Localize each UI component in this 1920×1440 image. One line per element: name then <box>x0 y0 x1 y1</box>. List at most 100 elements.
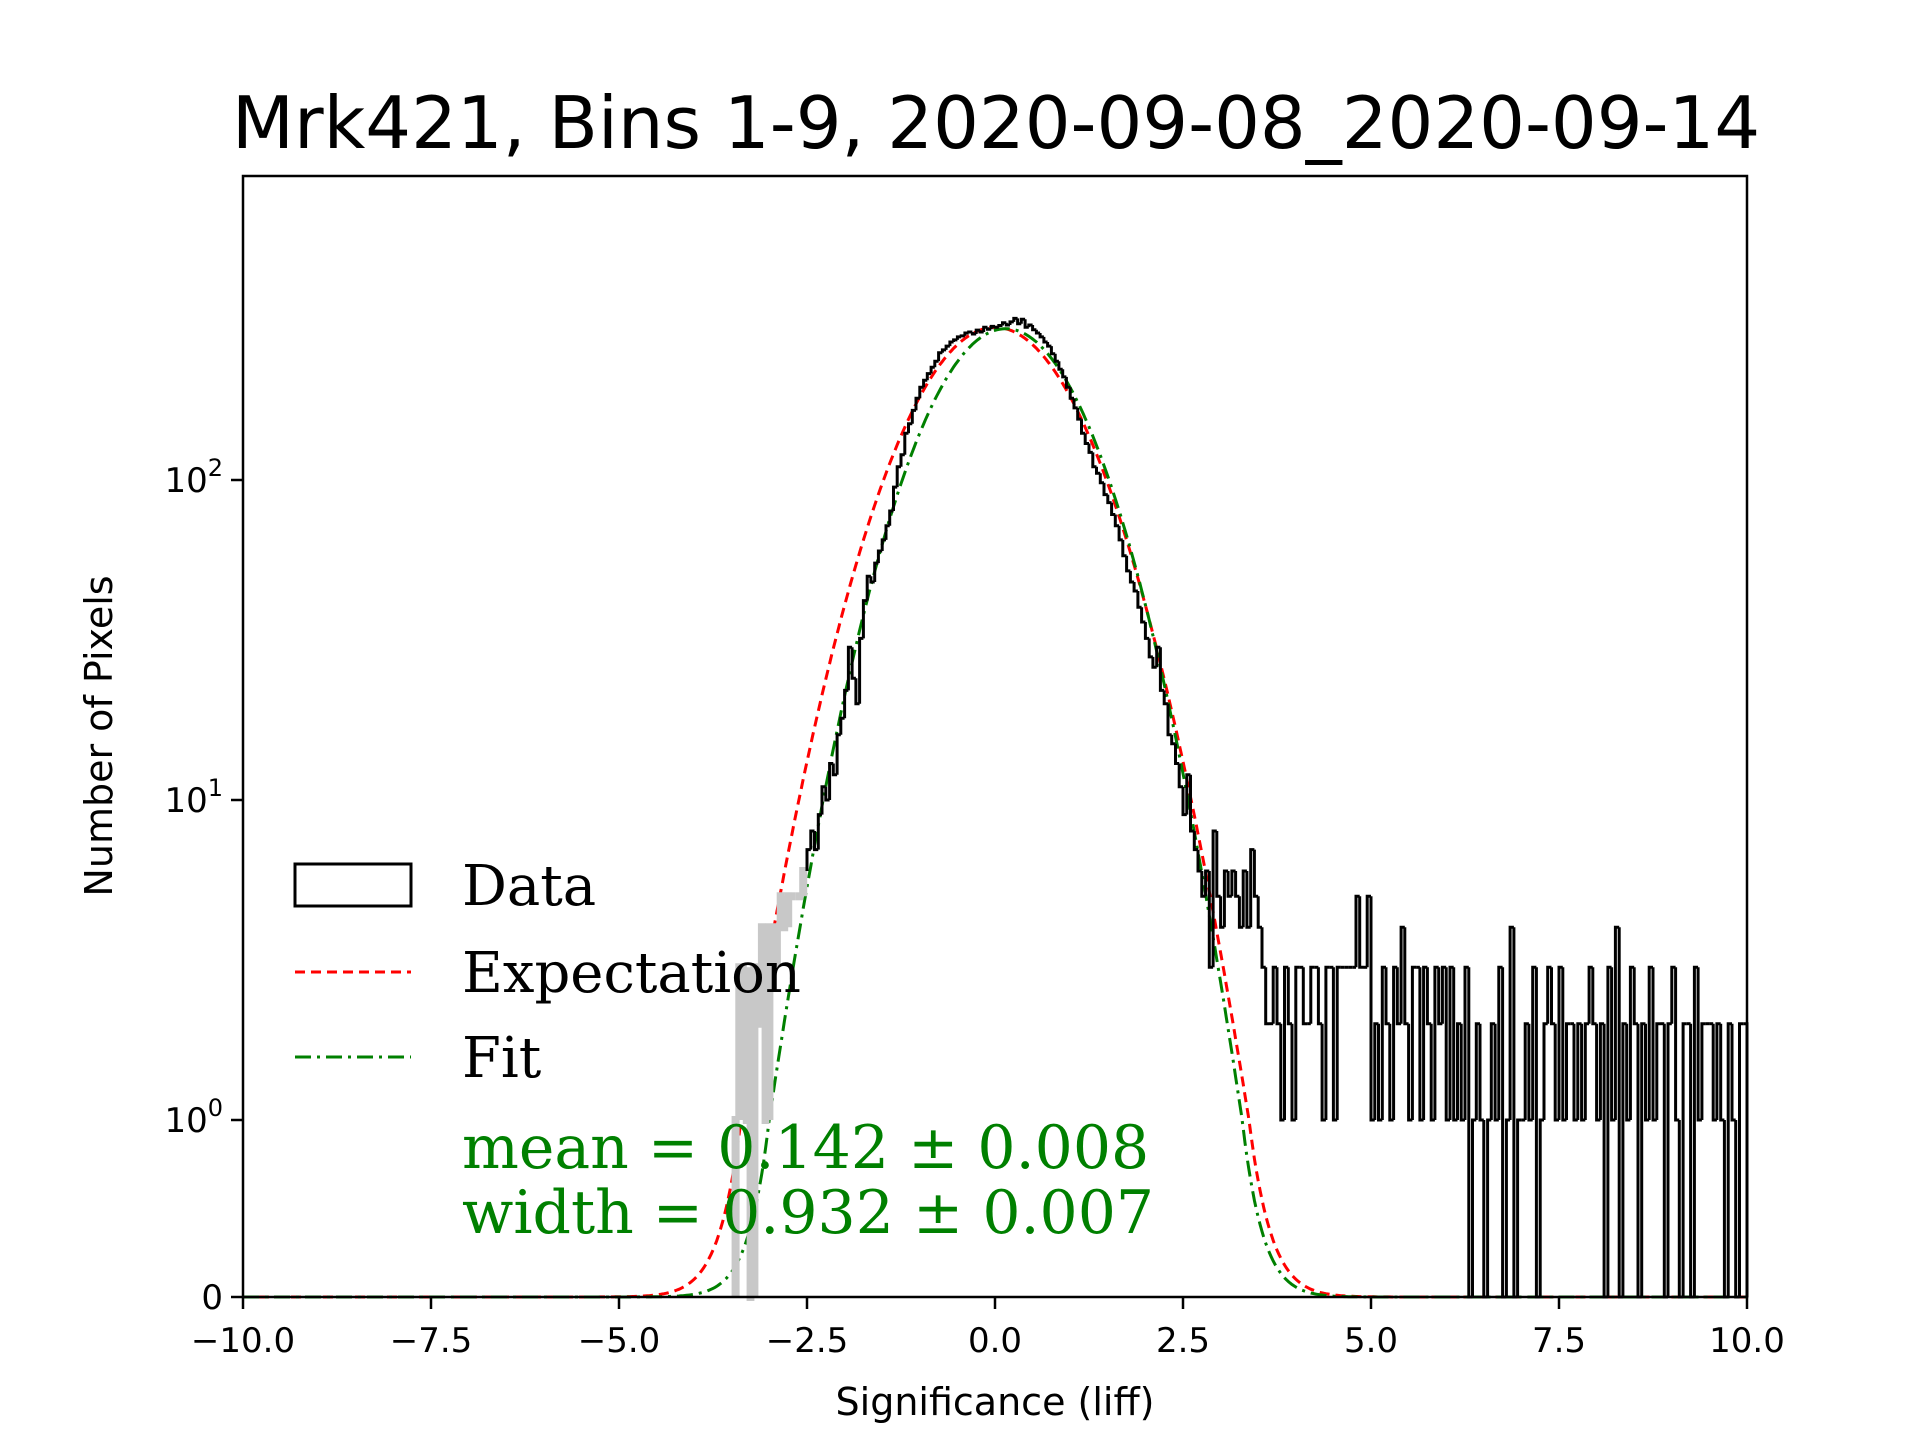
data-bin <box>1215 831 1221 898</box>
legend-data-swatch <box>293 862 413 908</box>
data-bin <box>1031 325 1037 332</box>
data-bin <box>1358 896 1364 969</box>
legend: Data Expectation Fit mean = 0.142 ± 0.00… <box>293 854 1154 1248</box>
y-tick-label: 100 <box>164 1094 223 1141</box>
data-bin <box>1125 555 1131 573</box>
data-bin <box>1550 967 1556 1026</box>
legend-data-label: Data <box>462 854 596 919</box>
data-bin <box>1061 369 1067 379</box>
x-tick-label: −5.0 <box>578 1321 661 1361</box>
data-bin <box>1294 965 1300 1120</box>
data-bin <box>955 335 962 340</box>
x-tick-label: 7.5 <box>1532 1321 1586 1361</box>
data-bin <box>858 636 864 704</box>
fit-mean-annotation: mean = 0.142 ± 0.008 <box>462 1113 1149 1183</box>
data-bin <box>1591 967 1597 1026</box>
data-bin <box>1681 1022 1687 1297</box>
data-bin <box>1478 1023 1484 1122</box>
data-bin <box>799 867 808 897</box>
x-tick-label: −7.5 <box>390 1321 473 1361</box>
data-bin <box>899 453 905 467</box>
data-bin <box>1324 965 1330 1120</box>
data-bin <box>952 338 958 342</box>
data-bin <box>784 892 793 928</box>
data-bin <box>903 431 909 455</box>
data-bin <box>735 963 744 1120</box>
data-bin <box>1730 1023 1736 1122</box>
data-bin <box>1008 320 1014 325</box>
data-bin <box>1252 849 1259 898</box>
data-bin <box>1117 525 1123 542</box>
data-bin <box>910 408 916 424</box>
data-bin <box>884 524 890 540</box>
data-bin <box>1128 570 1135 584</box>
data-bin <box>1301 967 1308 1026</box>
y-axis-label: Number of Pixels <box>77 575 121 896</box>
data-bin <box>843 688 849 719</box>
data-bin <box>1471 1118 1477 1297</box>
data-bin <box>1738 1022 1744 1297</box>
data-bin <box>1132 582 1138 593</box>
data-bin <box>839 716 845 735</box>
data-bin <box>959 334 965 338</box>
data-bin <box>1565 1022 1571 1120</box>
data-bin <box>1147 638 1153 659</box>
y-tick-label: 102 <box>164 454 223 501</box>
data-bin <box>1504 1118 1511 1297</box>
data-bin <box>1042 336 1048 344</box>
data-bin <box>816 813 822 850</box>
data-bin <box>1057 361 1063 371</box>
data-bin <box>1403 927 1409 1026</box>
legend-expectation-label: Expectation <box>462 941 801 1006</box>
data-bin <box>1486 1118 1492 1297</box>
data-bin <box>1538 1118 1544 1297</box>
data-bin <box>1140 607 1146 624</box>
data-bin <box>1095 466 1101 475</box>
x-tick-label: 10.0 <box>1709 1321 1785 1361</box>
data-bin <box>940 348 947 353</box>
data-bin <box>1316 967 1323 1026</box>
data-bin <box>1256 896 1262 929</box>
data-bin <box>1034 329 1041 335</box>
data-bin <box>997 324 1003 328</box>
data-bin <box>933 359 939 368</box>
x-tick-label: −10.0 <box>191 1321 295 1361</box>
data-bin <box>944 344 950 350</box>
chart-title: Mrk421, Bins 1-9, 2020-09-08_2020-09-14 <box>232 81 1760 165</box>
data-bin <box>1053 353 1059 363</box>
data-bin <box>1655 1022 1661 1120</box>
data-bin <box>1143 622 1150 640</box>
data-bin <box>1700 1022 1706 1120</box>
data-bin <box>907 422 913 434</box>
data-bin <box>1583 1022 1590 1120</box>
x-tick-label: 5.0 <box>1344 1321 1398 1361</box>
data-bin <box>1083 433 1089 445</box>
data-bin <box>1260 927 1266 969</box>
y-tick-label: 0 <box>201 1278 223 1318</box>
y-axis: 0 100 101 102 <box>164 454 243 1318</box>
data-bin <box>1106 494 1112 505</box>
data-bin <box>1309 965 1315 1024</box>
x-axis-label: Significance (liff) <box>836 1380 1155 1424</box>
y-tick-label: 101 <box>164 774 223 821</box>
data-bin <box>1286 967 1292 1026</box>
legend-fit-label: Fit <box>462 1026 542 1091</box>
data-bin <box>1234 871 1240 898</box>
data-bin <box>1666 1022 1672 1297</box>
x-tick-label: −2.5 <box>766 1321 849 1361</box>
x-axis: −10.0 −7.5 −5.0 −2.5 0.0 2.5 5.0 7.5 10.0 <box>191 1297 1785 1361</box>
data-bin <box>948 340 954 347</box>
data-bin <box>1264 967 1270 1026</box>
data-bin <box>1121 539 1127 558</box>
fit-width-annotation: width = 0.932 ± 0.007 <box>462 1178 1154 1248</box>
data-bin <box>861 599 868 639</box>
x-tick-label: 0.0 <box>968 1321 1022 1361</box>
data-bin <box>1632 967 1638 1026</box>
data-bin <box>1384 967 1390 1026</box>
data-bin <box>1516 1118 1522 1297</box>
data-bin <box>1335 965 1341 1120</box>
data-bin <box>1674 967 1680 1122</box>
data-bin <box>1038 333 1044 339</box>
x-tick-label: 2.5 <box>1156 1321 1210 1361</box>
